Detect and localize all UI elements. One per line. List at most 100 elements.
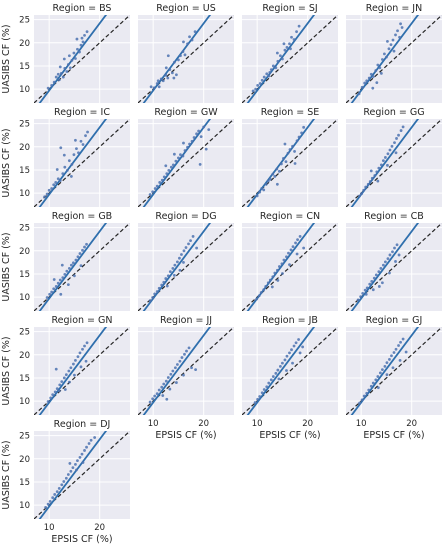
data-point [276, 59, 280, 63]
data-point [251, 89, 255, 93]
data-point [51, 393, 55, 397]
data-point [63, 66, 67, 70]
data-point [85, 445, 88, 449]
data-point [268, 177, 272, 181]
data-point [302, 246, 306, 250]
y-tick-label: 25 [19, 120, 30, 130]
data-point [268, 71, 272, 74]
data-point [175, 381, 178, 384]
data-point [374, 273, 378, 277]
facet-panel-gb: Region = GB 10 15 20 25 UASIBS CF (%) [1, 211, 130, 311]
data-point [63, 388, 67, 391]
data-point [190, 139, 194, 143]
data-point [371, 75, 375, 78]
panel-title: Region = JJ [160, 315, 212, 326]
data-point [72, 362, 75, 366]
data-point [67, 159, 71, 163]
data-point [274, 371, 278, 375]
panel-title: Region = US [156, 3, 216, 14]
data-point [374, 378, 378, 382]
data-point [182, 260, 185, 264]
data-point [388, 253, 392, 257]
data-point [66, 63, 70, 66]
data-point [162, 382, 166, 386]
data-point [273, 175, 277, 178]
data-point [183, 149, 187, 152]
fit-line [142, 327, 212, 415]
data-point [195, 246, 199, 250]
data-point [284, 160, 288, 164]
data-point [84, 359, 88, 363]
data-point [367, 388, 371, 392]
data-point [56, 281, 60, 285]
data-point [384, 156, 387, 159]
data-point [396, 29, 399, 33]
data-point [85, 30, 89, 34]
data-point [399, 22, 402, 26]
data-point [171, 163, 175, 167]
x-tick-label: 20 [406, 419, 417, 429]
data-point [290, 35, 293, 39]
data-point [85, 242, 88, 246]
data-point [255, 194, 259, 198]
data-point [266, 281, 270, 285]
data-point [181, 50, 185, 53]
data-point [193, 30, 197, 34]
data-point [283, 142, 287, 146]
data-point [51, 496, 55, 500]
data-point [264, 285, 268, 288]
data-point [68, 462, 72, 465]
panel-title: Region = CB [364, 211, 424, 222]
data-point [285, 354, 289, 358]
data-point [362, 394, 366, 398]
data-point [181, 154, 185, 158]
data-point [253, 401, 257, 404]
data-point [291, 245, 295, 249]
data-point [191, 235, 195, 238]
data-point [377, 166, 381, 170]
data-point [72, 153, 76, 157]
data-point [283, 358, 287, 362]
data-point [60, 263, 64, 267]
x-tick-label: 10 [44, 523, 55, 533]
data-point [199, 135, 203, 139]
y-axis-label: UASIBS CF (%) [1, 336, 12, 405]
data-point [282, 42, 286, 46]
panel-title: Region = JB [262, 315, 318, 326]
data-point [398, 358, 402, 362]
data-point [192, 136, 196, 139]
data-point [50, 84, 54, 87]
data-point [162, 175, 166, 179]
data-point [282, 258, 286, 262]
data-point [365, 391, 369, 395]
data-point [70, 58, 74, 62]
data-point [172, 76, 176, 80]
data-point [161, 79, 165, 83]
data-point [198, 162, 202, 166]
data-point [256, 84, 260, 87]
fit-line [350, 15, 420, 103]
data-point [397, 253, 401, 257]
data-point [197, 129, 201, 133]
data-point [290, 348, 293, 352]
data-point [62, 57, 66, 61]
data-point [169, 372, 173, 376]
data-point [186, 42, 189, 46]
data-point [159, 77, 163, 81]
data-point [85, 341, 89, 345]
data-point [298, 235, 302, 238]
data-point [68, 66, 72, 70]
data-point [179, 153, 182, 157]
fit-line [350, 223, 420, 311]
data-point [295, 30, 298, 34]
data-point [392, 351, 396, 354]
data-point [71, 466, 75, 469]
data-point [152, 86, 156, 90]
panel-title: Region = JN [366, 3, 422, 14]
data-point [80, 36, 84, 40]
data-point [53, 493, 57, 496]
data-point [155, 184, 159, 188]
data-point [155, 82, 159, 85]
data-point [292, 38, 296, 41]
fit-line [38, 15, 108, 103]
